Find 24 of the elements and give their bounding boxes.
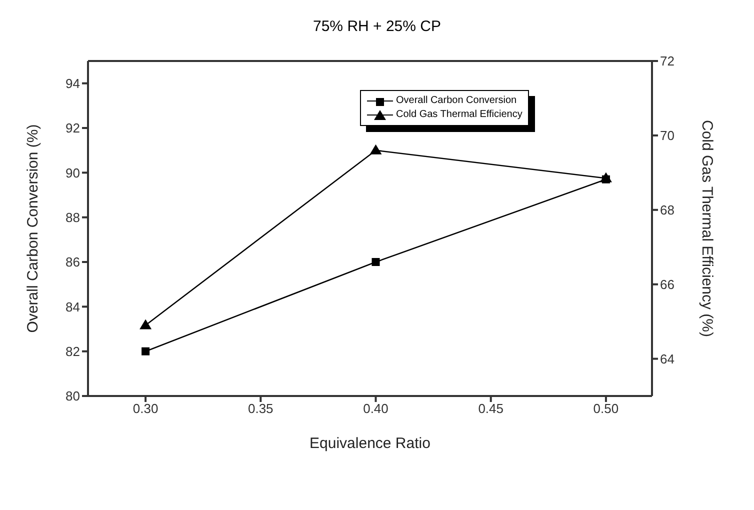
y2-tick-label: 68	[660, 202, 674, 218]
y2-tick-label: 66	[660, 276, 674, 292]
x-tick-label: 0.45	[478, 401, 504, 416]
legend-label: Cold Gas Thermal Efficiency	[396, 108, 522, 122]
y-tick-label: 80	[66, 388, 80, 404]
y-tick-label: 90	[66, 165, 80, 180]
y-axis-title: Overall Carbon Conversion (%)	[24, 124, 42, 333]
x-axis-title: Equivalence Ratio	[310, 435, 430, 452]
y2-tick-label: 72	[660, 54, 674, 69]
y-tick-label: 86	[66, 254, 80, 270]
x-tick-label: 0.35	[248, 401, 274, 416]
legend-label: Overall Carbon Conversion	[396, 94, 517, 108]
y-tick-label: 94	[66, 76, 80, 91]
y2-tick-label: 70	[660, 128, 674, 144]
y-tick-label: 84	[66, 299, 80, 314]
x-tick-label: 0.50	[593, 401, 619, 416]
x-tick-label: 0.40	[363, 401, 388, 416]
y-tick-label: 82	[66, 344, 80, 359]
y-tick-label: 92	[66, 120, 80, 136]
y2-axis-title: Cold Gas Thermal Efficiency (%)	[698, 120, 716, 338]
y2-tick-label: 64	[660, 351, 674, 366]
y-tick-label: 88	[66, 210, 80, 225]
chart-title: 75% RH + 25% CP	[312, 18, 442, 35]
x-tick-label: 0.30	[132, 401, 158, 416]
